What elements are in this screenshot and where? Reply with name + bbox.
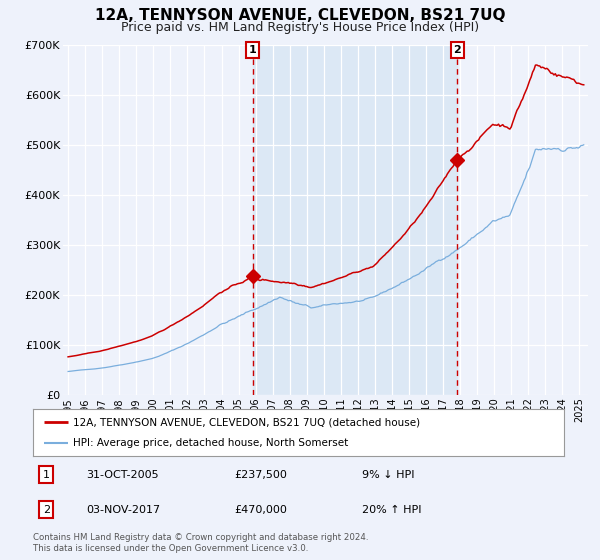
Text: 2: 2 <box>43 505 50 515</box>
Text: 31-OCT-2005: 31-OCT-2005 <box>86 470 159 479</box>
Text: £237,500: £237,500 <box>235 470 287 479</box>
Text: 1: 1 <box>43 470 50 479</box>
Text: 2: 2 <box>454 45 461 55</box>
Text: 03-NOV-2017: 03-NOV-2017 <box>86 505 160 515</box>
Text: 1: 1 <box>249 45 257 55</box>
Text: 9% ↓ HPI: 9% ↓ HPI <box>362 470 415 479</box>
Text: HPI: Average price, detached house, North Somerset: HPI: Average price, detached house, Nort… <box>73 438 348 448</box>
Text: Price paid vs. HM Land Registry's House Price Index (HPI): Price paid vs. HM Land Registry's House … <box>121 21 479 34</box>
Text: £470,000: £470,000 <box>235 505 287 515</box>
Text: Contains HM Land Registry data © Crown copyright and database right 2024.
This d: Contains HM Land Registry data © Crown c… <box>33 533 368 553</box>
Text: 20% ↑ HPI: 20% ↑ HPI <box>362 505 422 515</box>
Bar <box>253 45 457 395</box>
Text: 12A, TENNYSON AVENUE, CLEVEDON, BS21 7UQ (detached house): 12A, TENNYSON AVENUE, CLEVEDON, BS21 7UQ… <box>73 417 420 427</box>
Text: 12A, TENNYSON AVENUE, CLEVEDON, BS21 7UQ: 12A, TENNYSON AVENUE, CLEVEDON, BS21 7UQ <box>95 8 505 24</box>
